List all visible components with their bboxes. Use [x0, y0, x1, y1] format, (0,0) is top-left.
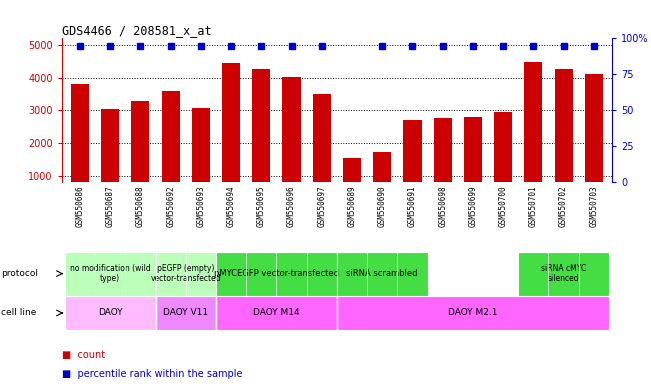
Text: GSM550686: GSM550686 — [76, 186, 85, 227]
Text: protocol: protocol — [1, 269, 38, 278]
Text: GSM550699: GSM550699 — [469, 186, 477, 227]
Text: pMYCEGFP vector-transfected: pMYCEGFP vector-transfected — [214, 269, 339, 278]
Bar — [216, 252, 337, 296]
Text: GSM550694: GSM550694 — [227, 186, 236, 227]
Text: DAOY M14: DAOY M14 — [253, 308, 299, 318]
Bar — [65, 296, 156, 330]
Text: GSM550690: GSM550690 — [378, 186, 387, 227]
Bar — [283, 77, 301, 209]
Text: ■  percentile rank within the sample: ■ percentile rank within the sample — [62, 369, 242, 379]
Text: siRNA cMYC
silenced: siRNA cMYC silenced — [541, 264, 586, 283]
Bar — [555, 69, 573, 209]
Bar — [524, 62, 542, 209]
Bar — [192, 108, 210, 209]
Text: GDS4466 / 208581_x_at: GDS4466 / 208581_x_at — [62, 24, 212, 37]
Bar — [464, 117, 482, 209]
Text: GSM550688: GSM550688 — [136, 186, 145, 227]
Text: GSM550703: GSM550703 — [589, 186, 598, 227]
Bar — [252, 68, 270, 209]
Bar — [312, 94, 331, 209]
Text: GSM550696: GSM550696 — [287, 186, 296, 227]
Bar — [434, 118, 452, 209]
Text: ■  count: ■ count — [62, 350, 105, 360]
Bar — [404, 120, 421, 209]
Text: DAOY V11: DAOY V11 — [163, 308, 208, 318]
Text: GSM550697: GSM550697 — [317, 186, 326, 227]
Text: GSM550702: GSM550702 — [559, 186, 568, 227]
Bar — [518, 252, 609, 296]
Bar — [337, 252, 428, 296]
Bar — [222, 63, 240, 209]
Bar — [101, 109, 119, 209]
Bar — [337, 296, 609, 330]
Bar — [65, 252, 156, 296]
Text: GSM550691: GSM550691 — [408, 186, 417, 227]
Bar — [71, 84, 89, 209]
Text: GSM550700: GSM550700 — [499, 186, 508, 227]
Text: GSM550692: GSM550692 — [166, 186, 175, 227]
Text: cell line: cell line — [1, 308, 36, 318]
Text: pEGFP (empty)
vector-transfected: pEGFP (empty) vector-transfected — [150, 264, 221, 283]
Bar — [216, 296, 337, 330]
Bar — [494, 113, 512, 209]
Text: no modification (wild
type): no modification (wild type) — [70, 264, 150, 283]
Text: GSM550698: GSM550698 — [438, 186, 447, 227]
Bar — [132, 101, 150, 209]
Text: GSM550689: GSM550689 — [348, 186, 357, 227]
Text: GSM550701: GSM550701 — [529, 186, 538, 227]
Bar — [156, 296, 216, 330]
Bar — [373, 152, 391, 209]
Bar — [161, 91, 180, 209]
Text: GSM550693: GSM550693 — [197, 186, 205, 227]
Text: GSM550695: GSM550695 — [257, 186, 266, 227]
Text: siRNA scrambled: siRNA scrambled — [346, 269, 418, 278]
Bar — [156, 252, 216, 296]
Text: DAOY: DAOY — [98, 308, 122, 318]
Text: GSM550687: GSM550687 — [105, 186, 115, 227]
Bar — [343, 157, 361, 209]
Text: DAOY M2.1: DAOY M2.1 — [448, 308, 497, 318]
Bar — [585, 74, 603, 209]
